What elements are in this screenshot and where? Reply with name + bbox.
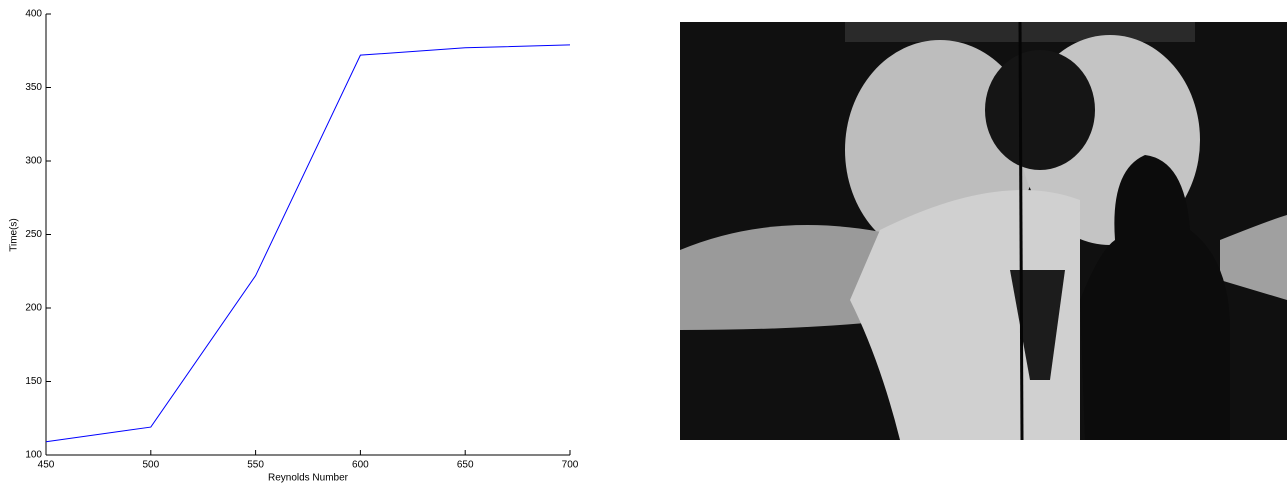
x-tick-label: 550 [247,460,264,471]
x-tick-label: 500 [142,460,159,471]
x-tick-label: 450 [38,460,55,471]
x-tick-label: 600 [352,460,369,471]
page: Reynolds Number Time(s) 1001502002503003… [0,0,1287,484]
x-tick-label: 700 [562,460,579,471]
y-tick-label: 200 [25,303,42,314]
y-tick-label: 350 [25,82,42,93]
y-axis-label: Time(s) [9,218,20,252]
photo-shape [985,50,1095,170]
y-tick-label: 400 [25,9,42,20]
y-tick-label: 300 [25,156,42,167]
photo-shape [1020,22,1022,440]
y-tick-label: 250 [25,229,42,240]
x-tick-label: 650 [457,460,474,471]
figure: Reynolds Number Time(s) 1001502002503003… [0,0,1287,484]
x-axis-label: Reynolds Number [268,473,349,484]
y-tick-label: 150 [25,376,42,387]
photo [680,22,1287,440]
data-line [46,45,570,442]
